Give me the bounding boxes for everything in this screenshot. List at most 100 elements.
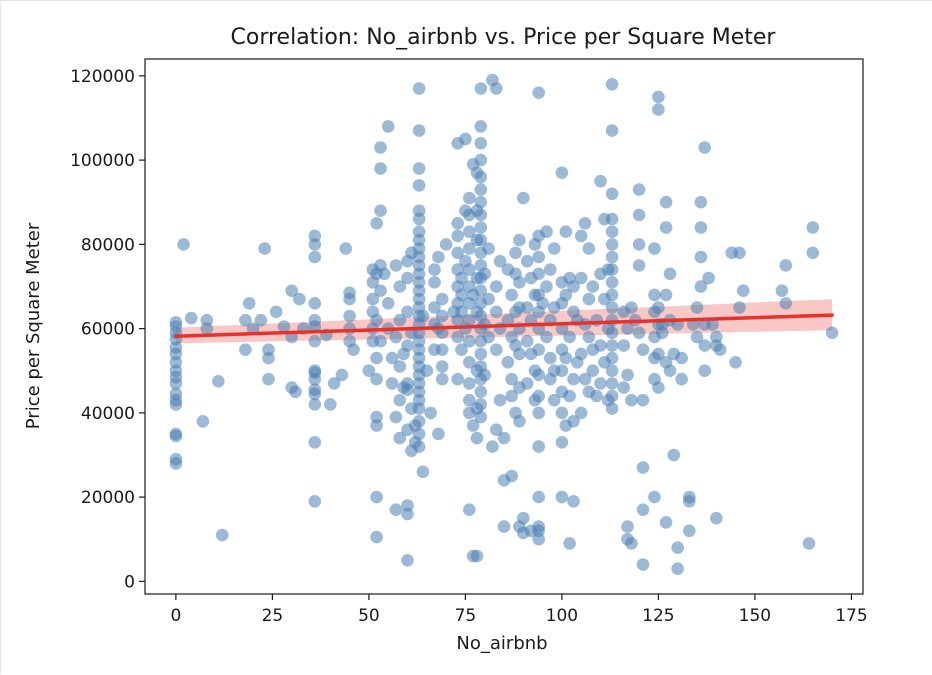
data-point	[605, 212, 619, 226]
data-point	[474, 233, 488, 247]
data-point	[474, 120, 488, 133]
data-point	[401, 377, 414, 390]
data-point	[513, 276, 526, 289]
data-point	[652, 90, 665, 104]
data-point	[474, 137, 488, 150]
data-point	[605, 78, 619, 91]
data-point	[285, 284, 299, 298]
y-tick-label: 60000	[81, 320, 135, 340]
data-point	[412, 440, 426, 453]
data-point	[308, 334, 322, 348]
data-point	[617, 339, 630, 352]
data-point	[710, 330, 723, 344]
regression-line	[174, 313, 834, 338]
data-point	[555, 406, 569, 420]
data-point	[513, 415, 526, 428]
data-point	[432, 427, 445, 441]
data-point	[455, 288, 468, 302]
data-point	[435, 343, 449, 357]
data-point	[586, 280, 600, 293]
data-point	[636, 503, 650, 516]
data-point	[463, 191, 476, 205]
data-point	[547, 242, 561, 255]
data-point	[625, 393, 638, 407]
data-point	[567, 372, 580, 386]
y-tick-label: 100000	[70, 151, 135, 171]
data-point	[478, 267, 492, 281]
data-point	[474, 82, 488, 95]
data-point	[308, 436, 322, 449]
x-axis-label: No_airbnb	[456, 633, 547, 654]
data-point	[246, 322, 260, 335]
data-point	[474, 410, 488, 424]
data-point	[729, 356, 742, 369]
data-point	[435, 292, 449, 306]
data-point	[177, 238, 190, 251]
data-point	[486, 440, 499, 453]
data-point	[501, 313, 515, 327]
data-point	[578, 217, 592, 230]
data-point	[401, 339, 414, 352]
data-point	[412, 82, 426, 95]
data-point	[532, 267, 545, 281]
data-point	[605, 238, 619, 251]
plot-area-frame	[144, 58, 864, 595]
data-point	[451, 229, 465, 243]
data-point	[412, 162, 426, 175]
data-point	[605, 339, 619, 352]
data-point	[825, 326, 839, 340]
data-point	[806, 246, 820, 260]
data-point	[451, 217, 465, 230]
data-point	[675, 351, 688, 365]
data-point	[659, 288, 673, 302]
data-point	[690, 330, 704, 344]
data-point	[374, 141, 387, 154]
data-point	[497, 520, 511, 533]
data-point	[493, 254, 507, 268]
data-point	[381, 297, 395, 310]
data-point	[659, 221, 673, 234]
data-point	[806, 221, 820, 234]
data-point	[200, 322, 214, 335]
data-point	[374, 204, 387, 217]
data-point	[343, 286, 356, 300]
data-point	[412, 415, 426, 428]
data-point	[605, 364, 619, 378]
data-point	[393, 280, 407, 293]
data-point	[389, 410, 403, 424]
data-point	[605, 389, 619, 403]
data-point	[540, 330, 553, 344]
data-point	[605, 124, 619, 137]
data-point	[605, 313, 619, 327]
data-point	[663, 267, 677, 281]
data-point	[385, 351, 399, 365]
data-point	[578, 372, 592, 386]
data-point	[520, 334, 534, 348]
data-point	[555, 436, 569, 449]
data-point	[667, 448, 681, 462]
data-point	[775, 284, 789, 298]
data-point	[412, 179, 426, 192]
data-point	[563, 389, 576, 403]
data-point	[401, 499, 414, 512]
data-point	[335, 368, 349, 382]
data-point	[605, 187, 619, 201]
x-tick-label: 25	[262, 606, 284, 626]
data-point	[517, 511, 530, 525]
data-point	[505, 288, 518, 302]
data-point	[625, 301, 638, 314]
data-point	[401, 271, 414, 285]
data-point	[490, 280, 503, 293]
data-point	[381, 120, 395, 133]
data-point	[424, 406, 438, 420]
data-point	[532, 389, 545, 403]
data-point	[451, 372, 465, 386]
data-point	[501, 356, 515, 369]
data-point	[532, 520, 545, 533]
data-point	[652, 381, 665, 394]
data-point	[513, 347, 526, 361]
data-point	[343, 309, 356, 323]
data-point	[370, 313, 383, 327]
data-point	[474, 284, 488, 298]
data-point	[482, 292, 495, 306]
